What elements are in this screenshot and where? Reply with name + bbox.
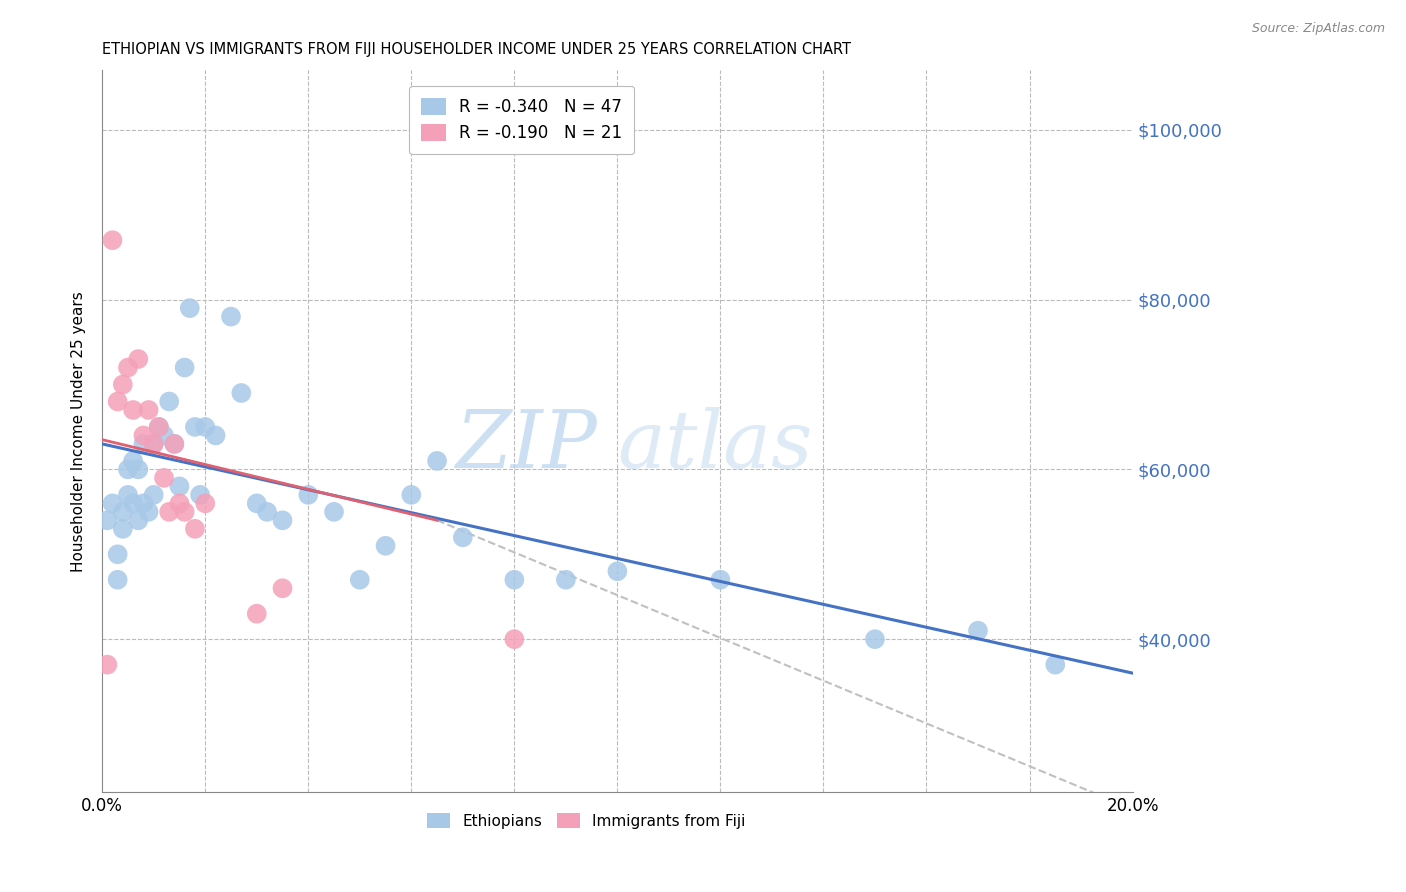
Point — [709, 573, 731, 587]
Point — [219, 310, 242, 324]
Point — [117, 488, 139, 502]
Point — [163, 437, 186, 451]
Point — [157, 394, 180, 409]
Point — [374, 539, 396, 553]
Point — [111, 522, 134, 536]
Point — [401, 488, 423, 502]
Point — [107, 573, 129, 587]
Point — [111, 377, 134, 392]
Text: ETHIOPIAN VS IMMIGRANTS FROM FIJI HOUSEHOLDER INCOME UNDER 25 YEARS CORRELATION : ETHIOPIAN VS IMMIGRANTS FROM FIJI HOUSEH… — [103, 42, 851, 57]
Y-axis label: Householder Income Under 25 years: Householder Income Under 25 years — [72, 291, 86, 572]
Point — [426, 454, 449, 468]
Point — [117, 462, 139, 476]
Point — [1045, 657, 1067, 672]
Point — [184, 420, 207, 434]
Point — [323, 505, 346, 519]
Legend: Ethiopians, Immigrants from Fiji: Ethiopians, Immigrants from Fiji — [420, 806, 752, 835]
Point — [127, 462, 149, 476]
Point — [188, 488, 211, 502]
Point — [246, 607, 269, 621]
Text: atlas: atlas — [617, 407, 813, 484]
Point — [122, 496, 145, 510]
Point — [148, 420, 170, 434]
Point — [503, 573, 526, 587]
Point — [169, 496, 191, 510]
Point — [271, 581, 294, 595]
Point — [194, 420, 217, 434]
Point — [132, 496, 155, 510]
Point — [132, 437, 155, 451]
Point — [127, 513, 149, 527]
Point — [122, 403, 145, 417]
Point — [349, 573, 371, 587]
Point — [256, 505, 278, 519]
Point — [101, 233, 124, 247]
Point — [153, 471, 176, 485]
Point — [606, 564, 628, 578]
Point — [163, 437, 186, 451]
Point — [132, 428, 155, 442]
Point — [101, 496, 124, 510]
Point — [96, 657, 118, 672]
Point — [503, 632, 526, 647]
Point — [127, 352, 149, 367]
Point — [96, 513, 118, 527]
Point — [184, 522, 207, 536]
Point — [107, 394, 129, 409]
Point — [138, 403, 160, 417]
Point — [157, 505, 180, 519]
Point — [194, 496, 217, 510]
Point — [148, 420, 170, 434]
Point — [142, 488, 165, 502]
Point — [451, 530, 474, 544]
Point — [554, 573, 576, 587]
Point — [153, 428, 176, 442]
Point — [231, 386, 253, 401]
Point — [179, 301, 201, 315]
Text: ZIP: ZIP — [456, 407, 596, 484]
Point — [142, 437, 165, 451]
Point — [967, 624, 990, 638]
Point — [122, 454, 145, 468]
Point — [297, 488, 319, 502]
Text: Source: ZipAtlas.com: Source: ZipAtlas.com — [1251, 22, 1385, 36]
Point — [204, 428, 226, 442]
Point — [173, 360, 195, 375]
Point — [169, 479, 191, 493]
Point — [117, 360, 139, 375]
Point — [246, 496, 269, 510]
Point — [111, 505, 134, 519]
Point — [107, 547, 129, 561]
Point — [142, 437, 165, 451]
Point — [271, 513, 294, 527]
Point — [863, 632, 886, 647]
Point — [173, 505, 195, 519]
Point — [138, 505, 160, 519]
